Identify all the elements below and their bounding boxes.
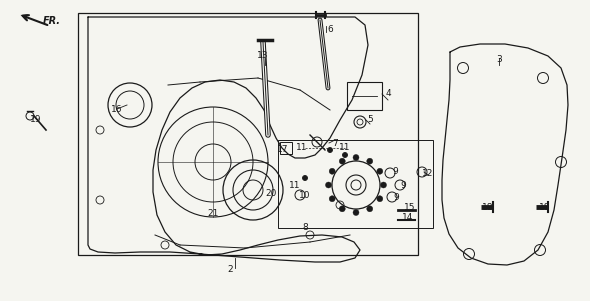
Circle shape bbox=[343, 153, 348, 157]
Text: 11: 11 bbox=[296, 144, 308, 153]
Circle shape bbox=[329, 168, 335, 174]
Text: 11: 11 bbox=[339, 144, 350, 153]
Bar bbox=[278, 140, 433, 228]
Text: 16: 16 bbox=[112, 104, 123, 113]
Circle shape bbox=[303, 175, 307, 181]
Text: 14: 14 bbox=[402, 213, 414, 222]
Text: 18: 18 bbox=[539, 203, 550, 213]
Circle shape bbox=[367, 206, 373, 212]
Circle shape bbox=[326, 182, 332, 188]
Text: 6: 6 bbox=[327, 24, 333, 33]
Circle shape bbox=[377, 168, 383, 174]
Text: 13: 13 bbox=[257, 51, 269, 61]
Text: 3: 3 bbox=[496, 55, 502, 64]
Circle shape bbox=[339, 158, 345, 164]
Circle shape bbox=[339, 206, 345, 212]
Text: 21: 21 bbox=[207, 209, 219, 218]
Text: 7: 7 bbox=[332, 138, 338, 147]
Circle shape bbox=[377, 196, 383, 202]
Bar bbox=[347, 82, 382, 110]
Text: 5: 5 bbox=[367, 116, 373, 125]
Circle shape bbox=[353, 154, 359, 160]
Circle shape bbox=[327, 147, 333, 153]
Text: 20: 20 bbox=[266, 188, 277, 197]
Text: 18: 18 bbox=[482, 203, 494, 213]
Text: 11: 11 bbox=[289, 182, 301, 191]
Text: 8: 8 bbox=[302, 224, 308, 232]
Text: 2: 2 bbox=[227, 265, 233, 274]
Text: 9: 9 bbox=[393, 194, 399, 203]
Bar bbox=[78, 13, 418, 255]
Text: 10: 10 bbox=[299, 191, 311, 200]
Text: 12: 12 bbox=[422, 169, 434, 178]
Circle shape bbox=[367, 158, 373, 164]
Circle shape bbox=[329, 196, 335, 202]
Text: 9: 9 bbox=[400, 181, 406, 190]
Text: 9: 9 bbox=[392, 167, 398, 176]
Circle shape bbox=[381, 182, 386, 188]
Text: 15: 15 bbox=[404, 203, 416, 212]
Text: 17: 17 bbox=[277, 144, 289, 154]
Text: FR.: FR. bbox=[43, 16, 61, 26]
Circle shape bbox=[353, 209, 359, 216]
Text: 19: 19 bbox=[30, 116, 42, 125]
Bar bbox=[280, 142, 292, 154]
Text: 4: 4 bbox=[385, 89, 391, 98]
